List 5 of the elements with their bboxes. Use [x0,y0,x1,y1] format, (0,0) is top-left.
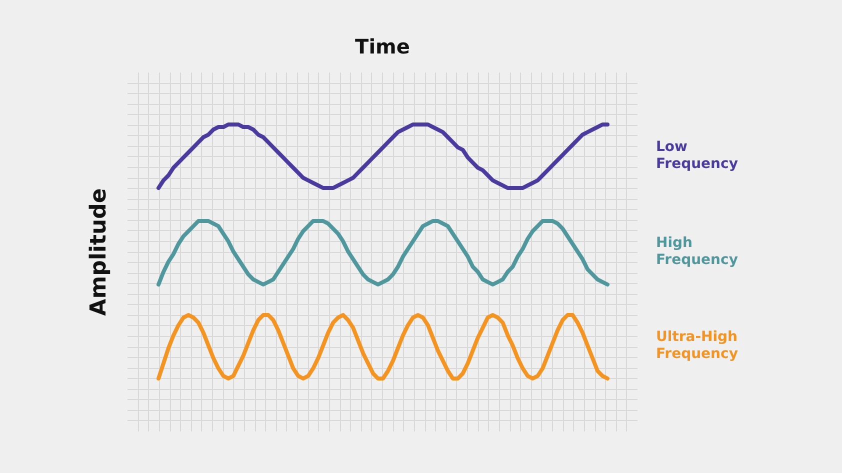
series-label: Low Frequency [656,138,738,173]
x-axis-title: Time [355,34,410,58]
series-label: High Frequency [656,235,738,270]
y-axis-title: Amplitude [86,188,112,316]
series-label: Ultra-High Frequency [656,329,738,364]
